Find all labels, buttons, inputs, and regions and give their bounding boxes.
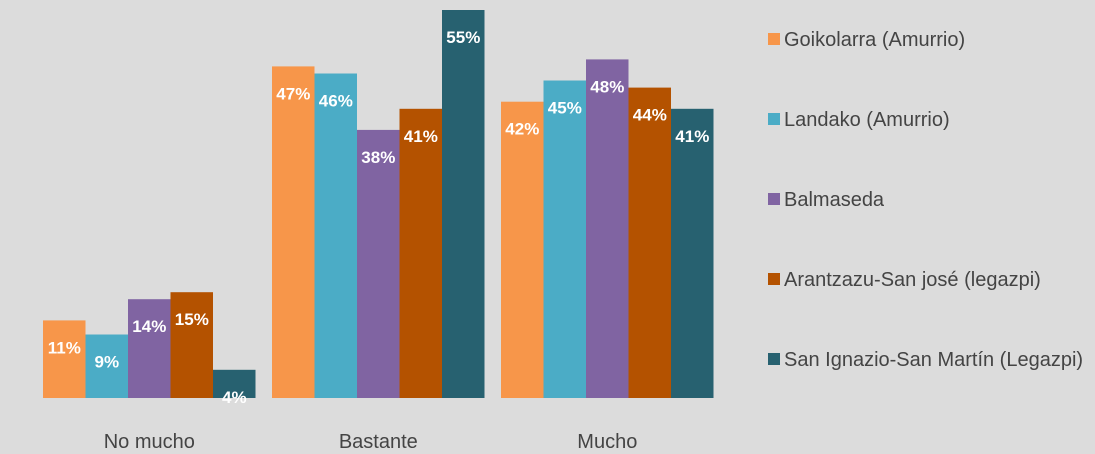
bar-1-4	[442, 10, 485, 398]
bar-0-2	[128, 299, 171, 398]
data-label-0-3: 15%	[175, 310, 209, 329]
legend-label: Goikolarra (Amurrio)	[784, 29, 966, 51]
data-label-0-4: 4%	[222, 388, 247, 407]
legend-label: Arantzazu-San josé (legazpi)	[784, 269, 1041, 291]
data-label-0-2: 14%	[132, 317, 166, 336]
legend-item-san-ignazio: San Ignazio-San Martín (Legazpi)	[768, 346, 1094, 374]
data-label-1-0: 47%	[276, 84, 310, 103]
category-label-1: Bastante	[339, 431, 418, 453]
category-label-2: Mucho	[577, 431, 637, 453]
data-label-1-1: 46%	[319, 92, 353, 111]
legend-item-arantzazu: Arantzazu-San josé (legazpi)	[768, 266, 1094, 294]
bar-1-2	[357, 129, 400, 398]
data-label-2-4: 41%	[675, 127, 709, 146]
legend-swatch	[768, 33, 780, 45]
legend-label: Landako (Amurrio)	[784, 109, 950, 131]
data-label-1-3: 41%	[404, 127, 438, 146]
bar-0-1	[85, 334, 128, 398]
data-label-1-2: 38%	[361, 148, 395, 167]
legend-swatch	[768, 193, 780, 205]
bar-1-1	[314, 73, 357, 398]
legend-swatch	[768, 273, 780, 285]
legend-item-landako: Landako (Amurrio)	[768, 106, 1094, 134]
bar-0-4	[213, 369, 256, 398]
data-label-2-2: 48%	[590, 77, 624, 96]
legend-swatch	[768, 113, 780, 125]
legend-item-goikolarra: Goikolarra (Amurrio)	[768, 26, 1094, 54]
bar-2-1	[543, 80, 586, 398]
legend-label: San Ignazio-San Martín (Legazpi)	[784, 349, 1084, 371]
bar-2-2	[586, 59, 629, 399]
data-label-0-1: 9%	[95, 353, 120, 372]
bar-1-0	[272, 66, 315, 399]
bar-2-4	[671, 108, 714, 399]
data-label-2-1: 45%	[548, 99, 582, 118]
legend-item-balmaseda: Balmaseda	[768, 186, 1094, 214]
data-label-2-0: 42%	[505, 120, 539, 139]
category-label-0: No mucho	[104, 431, 195, 453]
legend-swatch	[768, 353, 780, 365]
bar-2-3	[628, 87, 671, 398]
data-label-2-3: 44%	[633, 106, 667, 125]
bar-0-0	[43, 320, 86, 398]
legend-label: Balmaseda	[784, 189, 885, 211]
data-label-1-4: 55%	[446, 28, 480, 47]
bar-2-0	[501, 101, 544, 398]
data-label-0-0: 11%	[48, 338, 81, 357]
chart-legend: Goikolarra (Amurrio) Landako (Amurrio) B…	[768, 0, 1095, 454]
bar-1-3	[399, 108, 442, 399]
bar-0-3	[170, 292, 213, 398]
